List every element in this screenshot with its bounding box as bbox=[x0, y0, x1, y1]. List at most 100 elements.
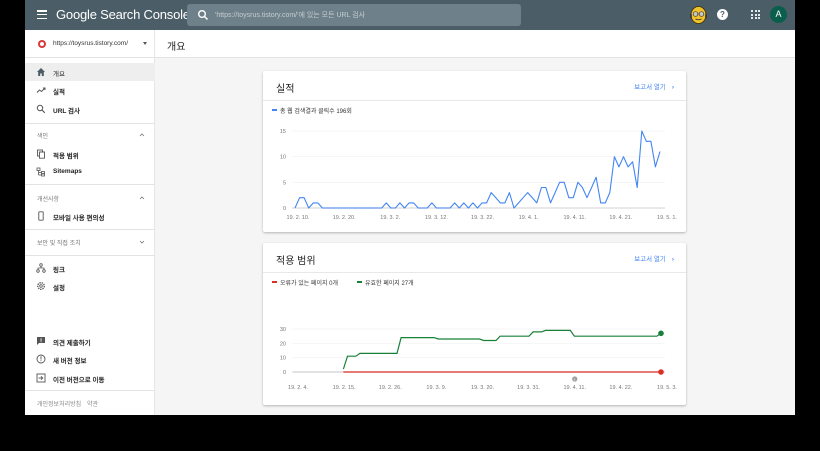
coverage-card: 적용 범위 보고서 열기 › 오류가 있는 페이지 0개 유효한 페이지 27개 … bbox=[263, 243, 686, 405]
sidebar-item-feedback[interactable]: 의견 제출하기 bbox=[25, 332, 155, 350]
y-tick-label: 15 bbox=[280, 129, 286, 135]
property-url: https://toysrus.tistory.com/ bbox=[53, 40, 129, 47]
google-apps-icon[interactable] bbox=[751, 10, 760, 19]
x-tick-label: 19. 3. 31. bbox=[517, 385, 540, 391]
section-index-toggle[interactable]: 색인 bbox=[25, 126, 155, 144]
hamburger-menu-icon[interactable] bbox=[37, 10, 47, 20]
card-title: 실적 bbox=[276, 84, 295, 95]
series-end-marker[interactable] bbox=[658, 369, 664, 375]
card-title: 적용 범위 bbox=[276, 256, 316, 267]
y-tick-label: 5 bbox=[283, 180, 286, 186]
x-tick-label: 19. 2. 15. bbox=[333, 385, 356, 391]
x-tick-label: 19. 3. 20. bbox=[471, 385, 494, 391]
sidebar: https://toysrus.tistory.com/ 개요 실적 URL 검… bbox=[25, 30, 155, 415]
top-app-bar: Google Search Console ? A bbox=[25, 0, 795, 30]
y-tick-label: 0 bbox=[283, 370, 286, 376]
account-avatar[interactable]: A bbox=[770, 6, 787, 23]
x-tick-label: 19. 2. 4. bbox=[288, 385, 308, 391]
x-tick-label: 19. 4. 11. bbox=[563, 385, 586, 391]
x-tick-label: 19. 4. 22. bbox=[609, 385, 632, 391]
page-title: 개요 bbox=[167, 42, 186, 53]
help-icon[interactable]: ? bbox=[717, 9, 728, 20]
divider bbox=[25, 184, 155, 185]
series-end-marker[interactable] bbox=[658, 330, 664, 337]
search-icon bbox=[36, 104, 46, 114]
sidebar-item-links[interactable]: 링크 bbox=[25, 259, 155, 277]
sidebar-item-settings[interactable]: 설정 bbox=[25, 277, 155, 295]
x-tick-label: 19. 4. 11. bbox=[563, 215, 586, 221]
chevron-right-icon: › bbox=[671, 84, 674, 91]
legend-error-pages[interactable]: 오류가 있는 페이지 0개 bbox=[272, 278, 338, 287]
y-tick-label: 0 bbox=[283, 206, 286, 212]
sidebar-item-whats-new[interactable]: 새 버전 정보 bbox=[25, 350, 155, 368]
page-header: 개요 bbox=[155, 30, 795, 58]
section-enhancements-toggle[interactable]: 개선사항 bbox=[25, 189, 155, 207]
search-input[interactable] bbox=[215, 4, 515, 26]
y-tick-label: 20 bbox=[280, 341, 286, 347]
trending-up-icon bbox=[36, 87, 46, 93]
x-tick-label: 19. 2. 10. bbox=[287, 215, 310, 221]
sidebar-item-overview[interactable]: 개요 bbox=[25, 63, 155, 81]
y-tick-label: 10 bbox=[280, 155, 286, 161]
y-tick-label: 30 bbox=[280, 327, 286, 333]
open-report-link[interactable]: 보고서 열기 › bbox=[634, 84, 674, 91]
x-tick-label: 19. 2. 26. bbox=[379, 385, 402, 391]
legend-swatch bbox=[272, 281, 277, 284]
feedback-icon bbox=[37, 337, 45, 345]
url-inspect-search[interactable] bbox=[187, 4, 521, 26]
x-tick-label: 19. 3. 22. bbox=[471, 215, 494, 221]
terms-link[interactable]: 약관 bbox=[87, 402, 99, 408]
info-icon bbox=[36, 354, 46, 364]
divider bbox=[263, 100, 686, 101]
x-tick-label: 19. 3. 2. bbox=[380, 215, 400, 221]
annotation-info-icon[interactable]: ! bbox=[572, 376, 578, 382]
search-console-app: Google Search Console ? A https://toysru… bbox=[25, 0, 795, 415]
divider bbox=[263, 272, 686, 273]
y-tick-label: 10 bbox=[280, 356, 286, 362]
divider bbox=[25, 123, 155, 124]
clicks-series-line bbox=[294, 130, 661, 209]
property-selector[interactable]: https://toysrus.tistory.com/ bbox=[25, 30, 155, 58]
sidebar-item-sitemaps[interactable]: Sitemaps bbox=[25, 163, 155, 181]
x-tick-label: 19. 4. 21. bbox=[609, 215, 632, 221]
divider bbox=[25, 229, 155, 230]
mobile-icon bbox=[38, 211, 44, 221]
chevron-up-icon bbox=[139, 196, 145, 200]
chevron-down-icon bbox=[139, 240, 145, 244]
x-tick-label: 19. 2. 20. bbox=[333, 215, 356, 221]
sitemap-icon bbox=[36, 167, 45, 177]
performance-line-chart[interactable]: 0 5 10 15 19. 2. 10. 19. 2. 20. 19. 3. 2. 19. 3… bbox=[263, 71, 686, 232]
legend-valid-pages[interactable]: 유효한 페이지 27개 bbox=[357, 278, 414, 287]
divider bbox=[25, 390, 155, 391]
settings-icon bbox=[37, 282, 45, 290]
open-report-link[interactable]: 보고서 열기 › bbox=[634, 256, 674, 263]
x-tick-label: 19. 3. 9. bbox=[426, 385, 446, 391]
divider bbox=[25, 255, 155, 256]
x-tick-label: 19. 5. 1. bbox=[657, 215, 677, 221]
sidebar-item-mobile-usability[interactable]: 모바일 사용 편의성 bbox=[25, 207, 155, 225]
user-emoji-avatar-icon[interactable] bbox=[690, 5, 707, 24]
property-favicon-icon bbox=[38, 40, 46, 48]
section-security-toggle[interactable]: 보안 및 직접 조치 bbox=[25, 233, 155, 251]
x-tick-label: 19. 5. 3. bbox=[657, 385, 677, 391]
coverage-line-chart[interactable]: 0 10 20 30 19. 2. 4. 19. 2. 15. 19. 2. 26. 19. … bbox=[263, 243, 686, 405]
dropdown-caret-icon bbox=[143, 42, 147, 45]
svg-text:!: ! bbox=[574, 377, 575, 382]
sidebar-item-performance[interactable]: 실적 bbox=[25, 81, 155, 99]
pages-icon bbox=[37, 149, 45, 159]
app-title: Google Search Console bbox=[56, 7, 190, 22]
sidebar-item-url-inspection[interactable]: URL 검사 bbox=[25, 100, 155, 118]
performance-card: 실적 보고서 열기 › 총 웹 검색결과 클릭수 196회 0 5 10 15 19. 2… bbox=[263, 71, 686, 232]
chevron-right-icon: › bbox=[671, 256, 674, 263]
legend-clicks[interactable]: 총 웹 검색결과 클릭수 196회 bbox=[272, 106, 352, 115]
exit-icon bbox=[36, 373, 46, 383]
search-icon bbox=[198, 10, 209, 21]
x-tick-label: 19. 4. 1. bbox=[519, 215, 539, 221]
sidebar-item-coverage[interactable]: 적용 범위 bbox=[25, 145, 155, 163]
legend-swatch bbox=[272, 109, 277, 112]
legend-swatch bbox=[357, 281, 362, 284]
valid-series-line bbox=[342, 329, 662, 370]
links-icon bbox=[36, 263, 46, 273]
privacy-policy-link[interactable]: 개인정보처리방침 bbox=[37, 402, 82, 408]
sidebar-item-old-version[interactable]: 이전 버전으로 이동 bbox=[25, 369, 155, 387]
